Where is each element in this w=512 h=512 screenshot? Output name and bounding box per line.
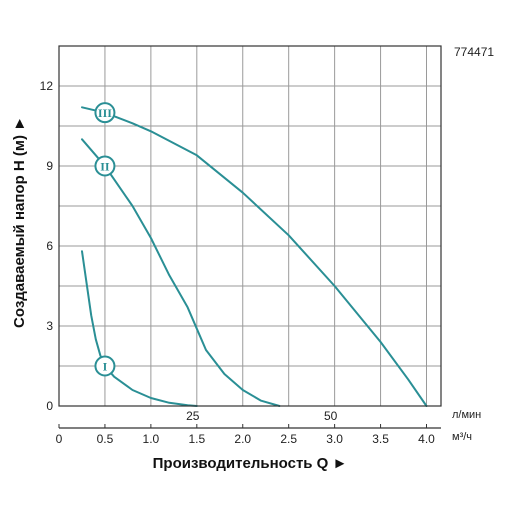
curve-iii	[81, 106, 428, 407]
x-tick-label: 2.5	[280, 432, 297, 446]
marker-circle	[94, 155, 116, 177]
x-tick-label: 1.0	[143, 432, 160, 446]
secondary-x-tick-label: 25	[186, 409, 200, 423]
x-tick-label: 2.0	[234, 432, 251, 446]
y-tick-label: 12	[40, 79, 54, 93]
curve-marker-i: I	[94, 355, 116, 377]
x-tick-labels: 0 0.5 1.0 1.5 2.0 2.5 3.0 3.5 4.0	[56, 432, 436, 446]
y-tick-labels: 0 3 6 9 12	[40, 79, 54, 413]
y-tick-label: 9	[46, 159, 53, 173]
curve-label: III	[98, 106, 112, 120]
curve-label: II	[100, 160, 110, 174]
y-axis-title: Создаваемый напор H (м) ►	[11, 116, 28, 328]
y-tick-label: 0	[46, 399, 53, 413]
curve-marker-iii: III	[94, 102, 116, 124]
curve-marker-ii: II	[94, 155, 116, 177]
x-tick-label: 3.0	[326, 432, 343, 446]
x-axis-title: Производительность Q ►	[153, 455, 348, 472]
y-tick-label: 3	[46, 319, 53, 333]
x-tick-label: 3.5	[372, 432, 389, 446]
marker-circle	[94, 102, 116, 124]
x-tick-label: 0.5	[97, 432, 114, 446]
secondary-x-tick-label: 50	[324, 409, 338, 423]
curve-label: I	[103, 360, 108, 374]
x-unit-label: м³/ч	[452, 431, 472, 443]
x-tick-label: 1.5	[188, 432, 205, 446]
secondary-x-unit-label: л/мин	[452, 409, 481, 421]
x-tick-label: 0	[56, 432, 63, 446]
x-tick-label: 4.0	[418, 432, 435, 446]
x-axis-tick-marks	[58, 424, 427, 428]
model-number: 774471	[454, 45, 494, 59]
curve-i	[81, 250, 198, 407]
grid	[59, 46, 441, 406]
marker-circle	[94, 355, 116, 377]
secondary-x-tick-labels: 25 50	[186, 409, 337, 423]
y-tick-label: 6	[46, 239, 53, 253]
curves	[81, 106, 428, 407]
plot-frame	[58, 45, 442, 407]
